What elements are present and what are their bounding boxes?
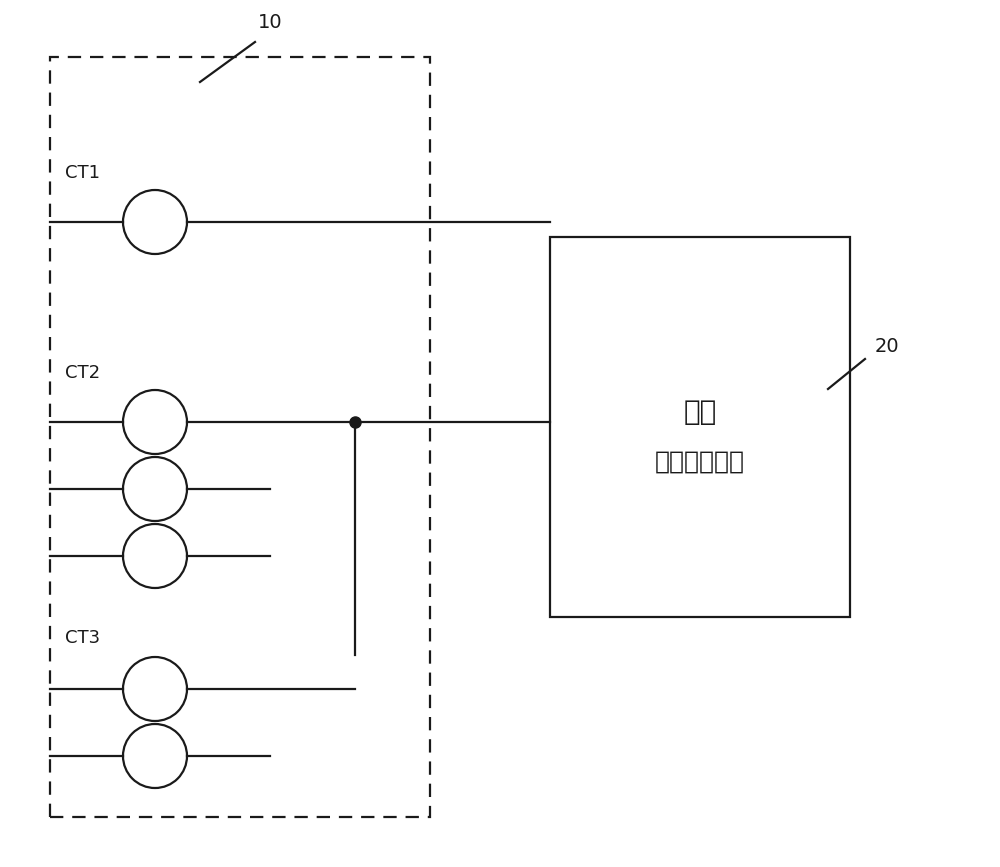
- Text: CT2: CT2: [65, 364, 100, 382]
- Text: 20: 20: [875, 337, 900, 356]
- Text: 主变: 主变: [683, 398, 717, 426]
- Text: CT3: CT3: [65, 629, 100, 647]
- Bar: [50, 57, 430, 817]
- Text: 差动保护装置: 差动保护装置: [655, 450, 745, 474]
- Text: CT1: CT1: [65, 164, 100, 182]
- Text: 10: 10: [258, 13, 282, 32]
- Bar: [550, 237, 850, 617]
